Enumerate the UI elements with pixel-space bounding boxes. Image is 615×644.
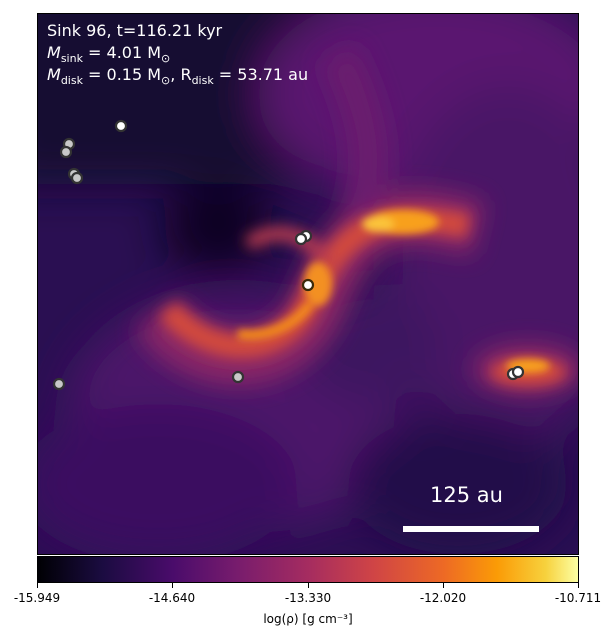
disk-radius-value: = 53.71 au <box>213 65 309 84</box>
colorbar-tick <box>172 583 173 588</box>
colorbar-tick <box>308 583 309 588</box>
colorbar-tick-label: -10.711 <box>554 591 602 605</box>
disk-radius-sub: disk <box>191 74 214 88</box>
sun-symbol-2: ⊙ <box>161 74 171 88</box>
colorbar <box>37 556 579 583</box>
disk-radius-sep: , R <box>170 65 192 84</box>
colorbar-tick <box>578 583 579 588</box>
density-image <box>38 14 578 554</box>
density-map <box>37 13 579 555</box>
sun-symbol: ⊙ <box>161 52 171 66</box>
colorbar-tick-label: -14.640 <box>148 591 196 605</box>
scalebar-line <box>403 526 539 532</box>
scalebar-label: 125 au <box>430 483 503 507</box>
disk-properties: Mdisk = 0.15 M⊙, Rdisk = 53.71 au <box>47 64 308 91</box>
colorbar-tick-label: -13.330 <box>284 591 332 605</box>
disk-mass-sub: disk <box>60 74 83 88</box>
sink-mass-sub: sink <box>60 52 83 66</box>
sink-mass: Msink = 4.01 M⊙ <box>47 42 170 69</box>
colorbar-tick-label: -15.949 <box>13 591 61 605</box>
sink-mass-value: = 4.01 M <box>82 43 162 62</box>
sink-title: Sink 96, t=116.21 kyr <box>47 21 223 40</box>
colorbar-tick-label: -12.020 <box>419 591 467 605</box>
sink-mass-symbol: M <box>47 43 61 62</box>
colorbar-tick <box>37 583 38 588</box>
colorbar-tick <box>443 583 444 588</box>
disk-mass-value: = 0.15 M <box>82 65 162 84</box>
colorbar-label: log(ρ) [g cm⁻³] <box>263 612 353 626</box>
disk-mass-symbol: M <box>47 65 61 84</box>
